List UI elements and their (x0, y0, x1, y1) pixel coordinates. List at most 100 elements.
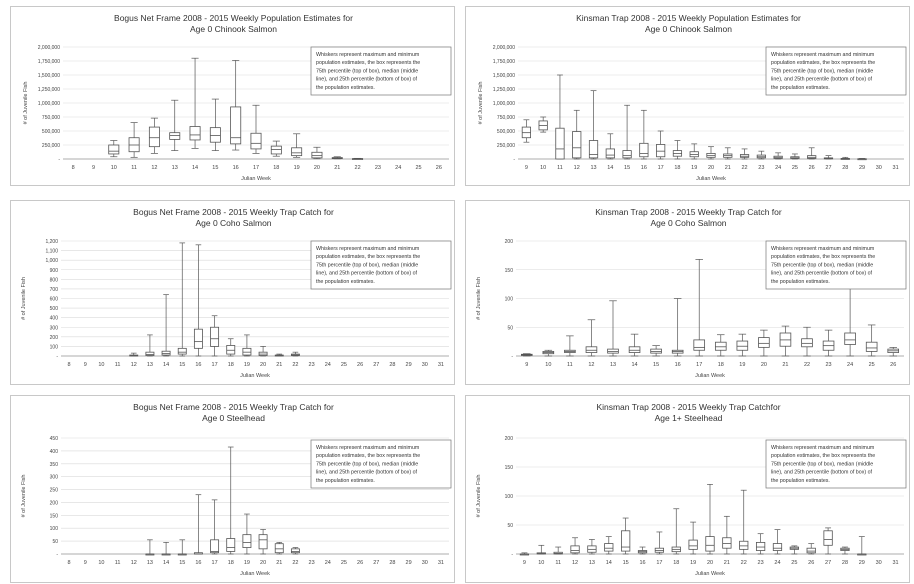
legend-note-line: Whiskers represent maximum and minimum (316, 52, 420, 58)
legend-note-line: line), and 25th percentile (bottom of bo… (316, 470, 418, 476)
box-plot-week-13 (607, 300, 619, 357)
y-tick-label: 250,000 (42, 143, 60, 149)
box-plot-week-21 (274, 542, 284, 555)
x-tick-label: 25 (791, 560, 797, 566)
x-tick-label: 12 (572, 560, 578, 566)
box-iqr (739, 540, 749, 550)
x-tick-label: 26 (357, 560, 363, 566)
box-plot-week-16 (193, 244, 203, 357)
box-plot-week-21 (722, 515, 732, 555)
x-tick-label: 23 (758, 560, 764, 566)
box-plot-week-14 (604, 536, 614, 555)
chart-title-line: Age 0 Chinook Salmon (190, 24, 277, 34)
x-tick-label: 23 (825, 362, 831, 368)
legend-note-line: 75th percentile (top of box), median (mi… (316, 461, 418, 467)
box-plot-week-15 (177, 539, 187, 556)
x-tick-label: 19 (739, 362, 745, 368)
box-plot-week-20 (758, 329, 770, 357)
y-tick-label: - (58, 157, 60, 163)
y-tick-label: 1,000,000 (38, 101, 60, 107)
legend-note-line: population estimates, the box represents… (771, 254, 875, 260)
x-tick-label: 15 (179, 362, 185, 368)
box-iqr (639, 142, 649, 158)
chart-title-line: Age 0 Steelhead (202, 413, 265, 423)
x-tick-label: 28 (389, 362, 395, 368)
legend-note-line: line), and 25th percentile (bottom of bo… (771, 470, 873, 476)
x-tick-label: 20 (761, 362, 767, 368)
x-tick-label: 19 (690, 560, 696, 566)
x-tick-label: 26 (809, 165, 815, 171)
box-plot-week-24 (772, 529, 783, 555)
x-tick-label: 9 (525, 165, 528, 171)
box-iqr (177, 347, 187, 355)
box-plot-week-11 (553, 546, 563, 555)
box-iqr (736, 340, 749, 351)
y-tick-label: 1,100 (45, 249, 58, 255)
box-plot-week-20 (311, 146, 323, 160)
box-plot-week-17 (656, 130, 666, 160)
legend-note-box (310, 240, 452, 290)
x-axis-label: Julian Week (696, 176, 726, 182)
box-plot-week-22 (739, 148, 750, 160)
x-tick-label: 10 (545, 362, 551, 368)
box-plot-week-10 (536, 544, 546, 555)
box-plot-week-18 (270, 140, 282, 157)
x-tick-label: 16 (675, 362, 681, 368)
y-tick-label: 50 (507, 523, 513, 529)
x-tick-label: 13 (610, 362, 616, 368)
y-tick-label: 400 (50, 449, 59, 455)
y-tick-label: - (56, 552, 58, 558)
x-tick-label: 18 (273, 165, 279, 171)
box-plot-week-22 (290, 547, 300, 555)
legend-note-line: Whiskers represent maximum and minimum (771, 52, 875, 58)
legend-note-box (765, 439, 907, 489)
box-plot-week-19 (736, 333, 749, 357)
box-plot-week-21 (331, 156, 343, 160)
box-plot-week-17 (250, 104, 262, 154)
x-tick-label: 12 (131, 362, 137, 368)
y-tick-label: 200 (505, 436, 514, 442)
box-plot-week-14 (605, 133, 615, 160)
box-iqr (274, 543, 284, 554)
chart-title-line: Bogus Net Frame 2008 - 2015 Weekly Trap … (133, 402, 334, 412)
box-plot-week-26 (887, 347, 900, 357)
x-tick-label: 15 (212, 165, 218, 171)
legend-note-line: 75th percentile (top of box), median (mi… (771, 262, 873, 268)
legend-note-line: the population estimates. (316, 478, 375, 484)
x-tick-label: 21 (782, 362, 788, 368)
y-tick-label: 500 (50, 306, 59, 312)
y-axis-label: # of Juvenile Fish (21, 277, 27, 320)
x-tick-label: 10 (98, 362, 104, 368)
y-axis-label: # of Juvenile Fish (23, 82, 29, 125)
box-iqr (588, 140, 599, 159)
box-plot-week-15 (177, 242, 187, 357)
box-iqr (844, 332, 856, 345)
legend-note-line: population estimates, the box represents… (316, 254, 420, 260)
chart-title-line: Bogus Net Frame 2008 - 2015 Weekly Trap … (133, 207, 334, 217)
chart-svg-3: Bogus Net Frame 2008 - 2015 Weekly Trap … (21, 207, 452, 379)
x-tick-label: 25 (341, 362, 347, 368)
x-tick-label: 30 (422, 362, 428, 368)
y-tick-label: 1,500,000 (38, 73, 60, 79)
x-tick-label: 13 (589, 560, 595, 566)
y-tick-label: 150 (505, 465, 514, 471)
x-tick-label: 12 (151, 165, 157, 171)
box-plot-week-11 (555, 74, 565, 160)
y-tick-label: 300 (50, 325, 59, 331)
x-tick-label: 28 (842, 560, 848, 566)
box-plot-week-13 (587, 539, 597, 555)
x-tick-label: 21 (724, 560, 730, 566)
x-tick-label: 30 (876, 560, 882, 566)
box-iqr (801, 338, 813, 348)
y-tick-label: 600 (50, 297, 59, 303)
x-tick-label: 19 (691, 165, 697, 171)
x-tick-label: 29 (859, 165, 865, 171)
x-tick-label: 14 (606, 560, 612, 566)
y-tick-label: 100 (505, 494, 514, 500)
chart-svg-2: Kinsman Trap 2008 - 2015 Weekly Populati… (478, 13, 907, 182)
box-plot-week-13 (588, 90, 599, 160)
box-iqr (210, 326, 220, 347)
y-tick-label: - (56, 354, 58, 360)
legend-note-box (765, 240, 907, 290)
x-tick-label: 27 (373, 560, 379, 566)
